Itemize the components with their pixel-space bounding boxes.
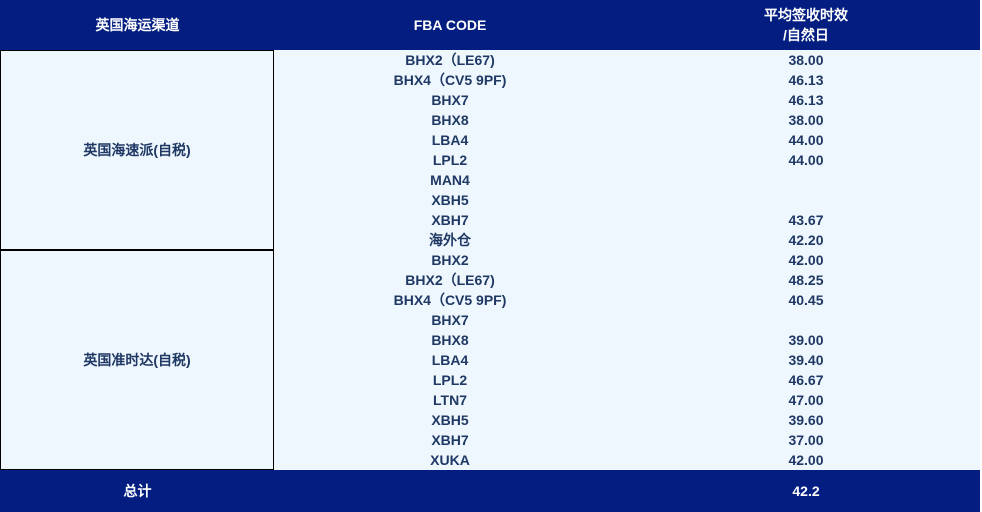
avg-days-value: 46.13	[788, 72, 824, 88]
table-row: 海外仓 42.20	[275, 230, 980, 250]
fba-code: XBH5	[431, 412, 469, 428]
table-row: BHX4（CV5 9PF) 40.45	[275, 290, 980, 310]
avg-days-value: 38.00	[788, 112, 824, 128]
table-row: BHX7 46.13	[275, 90, 980, 110]
table-row: XUKA 42.00	[275, 450, 980, 470]
header-avg-days: 平均签收时效/自然日	[625, 0, 982, 50]
fba-code: XBH7	[431, 432, 469, 448]
table-row: BHX2 42.00	[275, 250, 980, 270]
header-fba-code: FBA CODE	[413, 17, 487, 33]
fba-code: BHX2	[431, 252, 469, 268]
total-label: 总计	[123, 483, 152, 499]
fba-code: BHX8	[431, 112, 469, 128]
table-row: BHX7	[275, 310, 980, 330]
table-row: XBH5	[275, 190, 980, 210]
table-row: XBH7 43.67	[275, 210, 980, 230]
fba-code: 海外仓	[429, 232, 471, 248]
table-row: BHX2（LE67) 48.25	[275, 270, 980, 290]
avg-days-value: 46.67	[788, 372, 824, 388]
fba-code: BHX7	[431, 312, 469, 328]
table-row: XBH7 37.00	[275, 430, 980, 450]
channel-name: 英国海速派(自税)	[0, 50, 274, 250]
table-row: BHX8 39.00	[275, 330, 980, 350]
fba-code: XBH7	[431, 212, 469, 228]
avg-days-value: 48.25	[788, 272, 824, 288]
fba-code: BHX2（LE67)	[405, 52, 495, 68]
avg-days-value: 39.40	[788, 352, 824, 368]
table-footer-total: 总计 42.2	[0, 470, 980, 512]
avg-days-value	[625, 190, 982, 210]
avg-days-value: 46.13	[788, 92, 824, 108]
avg-days-value: 42.00	[788, 252, 824, 268]
fba-code: LPL2	[432, 372, 468, 388]
fba-code: BHX4（CV5 9PF)	[393, 292, 507, 308]
channel-group: 英国海速派(自税) BHX2（LE67) 38.00 BHX4（CV5 9PF) 46.…	[0, 50, 980, 250]
fba-code: BHX7	[431, 92, 469, 108]
avg-days-value: 40.45	[788, 292, 824, 308]
avg-days-value: 39.60	[788, 412, 824, 428]
fba-code: BHX2（LE67)	[405, 272, 495, 288]
table-row: LPL2 46.67	[275, 370, 980, 390]
fba-code: LPL2	[432, 152, 468, 168]
fba-code: XBH5	[431, 192, 469, 208]
table-row: LPL2 44.00	[275, 150, 980, 170]
table-row: BHX8 38.00	[275, 110, 980, 130]
total-value: 42.2	[792, 483, 820, 499]
avg-days-value: 37.00	[788, 432, 824, 448]
table-row: LTN7 47.00	[275, 390, 980, 410]
table-row: LBA4 39.40	[275, 350, 980, 370]
fba-code: MAN4	[430, 172, 470, 188]
fba-code: BHX4（CV5 9PF)	[393, 72, 507, 88]
fba-code: BHX8	[431, 332, 469, 348]
avg-days-value: 42.00	[788, 452, 824, 468]
avg-days-value: 47.00	[788, 392, 824, 408]
table-header: 英国海运渠道 FBA CODE 平均签收时效/自然日	[0, 0, 980, 50]
table-row: BHX2（LE67) 38.00	[275, 50, 980, 70]
fba-code: LBA4	[431, 352, 469, 368]
table-row: MAN4	[275, 170, 980, 190]
avg-days-value: 44.00	[788, 152, 824, 168]
header-days-line2: /自然日	[783, 27, 829, 43]
avg-days-value: 39.00	[788, 332, 824, 348]
avg-days-value	[625, 170, 982, 190]
fba-code: XUKA	[430, 452, 470, 468]
fba-code: LTN7	[433, 392, 467, 408]
fba-code: LBA4	[431, 132, 469, 148]
avg-days-value	[625, 310, 982, 330]
header-channel: 英国海运渠道	[95, 17, 180, 33]
table-row: BHX4（CV5 9PF) 46.13	[275, 70, 980, 90]
header-days-line1: 平均签收时效	[764, 7, 848, 23]
channel-name: 英国准时达(自税)	[0, 250, 274, 470]
channel-group: 英国准时达(自税) BHX2 42.00 BHX2（LE67) 48.25 BHX4（CV…	[0, 250, 980, 470]
avg-days-value: 44.00	[788, 132, 824, 148]
table-row: LBA4 44.00	[275, 130, 980, 150]
avg-days-value: 38.00	[788, 52, 824, 68]
table-row: XBH5 39.60	[275, 410, 980, 430]
avg-days-value: 43.67	[788, 212, 824, 228]
avg-days-value: 42.20	[788, 232, 824, 248]
